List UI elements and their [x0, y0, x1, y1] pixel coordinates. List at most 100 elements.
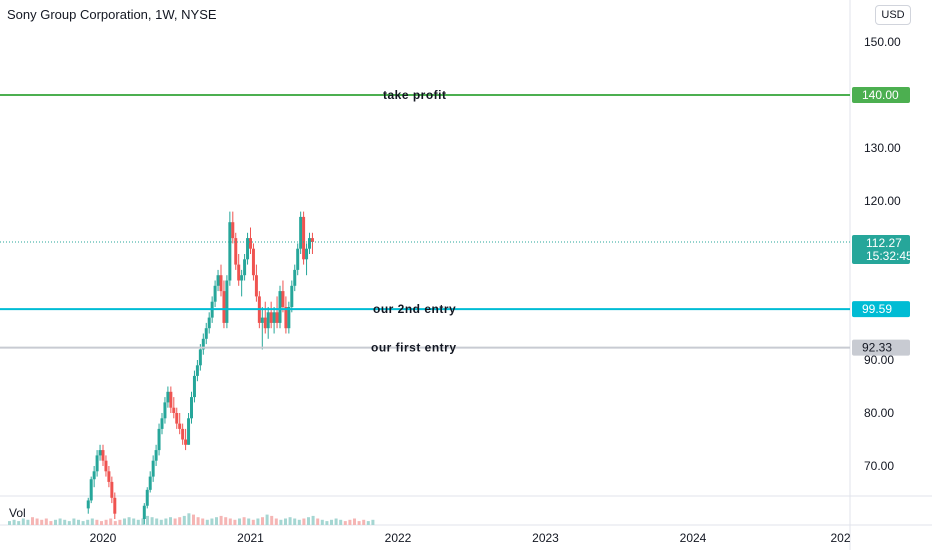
- volume-bar: [164, 518, 168, 525]
- volume-bar: [118, 519, 122, 525]
- volume-bar: [233, 519, 237, 525]
- volume-bar: [265, 514, 269, 525]
- volume-bar: [100, 521, 103, 525]
- volume-bar: [316, 518, 320, 525]
- candle-body: [86, 500, 90, 509]
- time-axis[interactable]: 2020 2021 2022 2023 2024 202: [90, 531, 851, 545]
- candle-body: [234, 238, 238, 265]
- volume-bar: [72, 518, 76, 525]
- candle-body: [269, 312, 273, 323]
- volume-bar: [35, 518, 39, 525]
- y-tick-label: 90.00: [864, 353, 894, 367]
- volume-bar: [242, 517, 246, 525]
- candle-body: [213, 285, 217, 302]
- candle-body: [228, 222, 232, 281]
- volume-bar: [67, 521, 71, 525]
- volume-bar: [288, 517, 292, 525]
- volume-bar: [21, 518, 25, 525]
- volume-bar: [159, 519, 163, 525]
- volume-bar: [219, 515, 223, 525]
- volume-bar: [196, 517, 200, 525]
- candle-body: [222, 291, 226, 323]
- volume-bar: [123, 518, 126, 525]
- volume-bar: [77, 519, 80, 525]
- volume-bar: [173, 518, 177, 525]
- candle-body: [151, 460, 155, 477]
- volume-label: Vol: [9, 506, 26, 520]
- candle-body: [184, 439, 188, 445]
- candle-body: [163, 402, 167, 419]
- x-tick-label: 2024: [680, 531, 707, 545]
- x-tick-label: 2021: [237, 531, 264, 545]
- candle-body: [281, 291, 285, 307]
- candle-body: [246, 238, 250, 260]
- volume-bar: [297, 519, 301, 525]
- candle-body: [154, 450, 158, 461]
- currency-button[interactable]: USD: [875, 5, 911, 25]
- volume-bar: [136, 519, 140, 525]
- volume-bar: [86, 519, 90, 525]
- volume-bar: [49, 521, 53, 525]
- candle-body: [231, 222, 235, 239]
- volume-bar: [44, 518, 48, 525]
- candle-body: [207, 317, 211, 329]
- candle-body: [104, 460, 108, 472]
- level-tag-0: 140.00: [862, 88, 899, 102]
- volume-bar: [155, 518, 159, 525]
- volume-bar: [113, 521, 117, 525]
- volume-bar: [247, 518, 251, 525]
- price-axis[interactable]: 150.00 130.00 120.00 90.00 80.00 70.00: [864, 35, 901, 473]
- volume-bar: [362, 519, 366, 525]
- volume-bar: [343, 521, 347, 525]
- volume-bar: [330, 519, 333, 525]
- candle-body: [157, 428, 161, 451]
- volume-bar: [311, 515, 315, 525]
- candle-body: [142, 505, 146, 519]
- volume-bar: [12, 519, 16, 525]
- candlesticks: [86, 211, 314, 525]
- candle-body: [192, 375, 196, 398]
- candle-body: [178, 423, 182, 429]
- volume-bar: [357, 521, 361, 525]
- candle-body: [302, 216, 306, 260]
- candle-body: [243, 259, 247, 276]
- level-label-2: our first entry: [371, 341, 457, 355]
- candle-body: [187, 418, 191, 445]
- price-levels[interactable]: take profit 140.00 our 2nd entry 99.59 our f…: [0, 87, 913, 356]
- candle-body: [299, 216, 303, 249]
- volume-bar: [95, 519, 99, 525]
- candle-body: [308, 238, 311, 249]
- level-tag-1: 99.59: [862, 302, 892, 316]
- x-tick-label: 202: [830, 531, 850, 545]
- level-tag-bg-0: [852, 87, 910, 103]
- candle-body: [175, 413, 179, 424]
- candle-body: [101, 450, 105, 461]
- volume-bar: [366, 521, 370, 525]
- volume-bar: [182, 515, 186, 525]
- volume-bar: [141, 518, 145, 525]
- volume-bar: [31, 517, 34, 525]
- candle-body: [278, 291, 282, 323]
- candle-body: [172, 407, 176, 413]
- candle-body: [98, 450, 102, 456]
- volume-bar: [339, 519, 343, 525]
- candle-body: [92, 471, 96, 480]
- chart-title: Sony Group Corporation, 1W, NYSE: [7, 7, 217, 22]
- volume-bar: [63, 519, 67, 525]
- x-tick-label: 2023: [532, 531, 559, 545]
- volume-bar: [187, 513, 191, 525]
- volume-bar: [150, 517, 154, 525]
- y-tick-label: 130.00: [864, 141, 901, 155]
- x-tick-label: 2020: [90, 531, 117, 545]
- volume-bar: [146, 515, 149, 525]
- candle-body: [293, 269, 297, 286]
- candle-body: [160, 418, 164, 429]
- candle-body: [305, 248, 309, 260]
- candle-body: [95, 455, 99, 472]
- y-tick-label: 80.00: [864, 406, 894, 420]
- candle-body: [204, 328, 208, 339]
- candle-body: [148, 476, 152, 490]
- volume-bar: [284, 518, 287, 525]
- volume-bar: [302, 518, 306, 525]
